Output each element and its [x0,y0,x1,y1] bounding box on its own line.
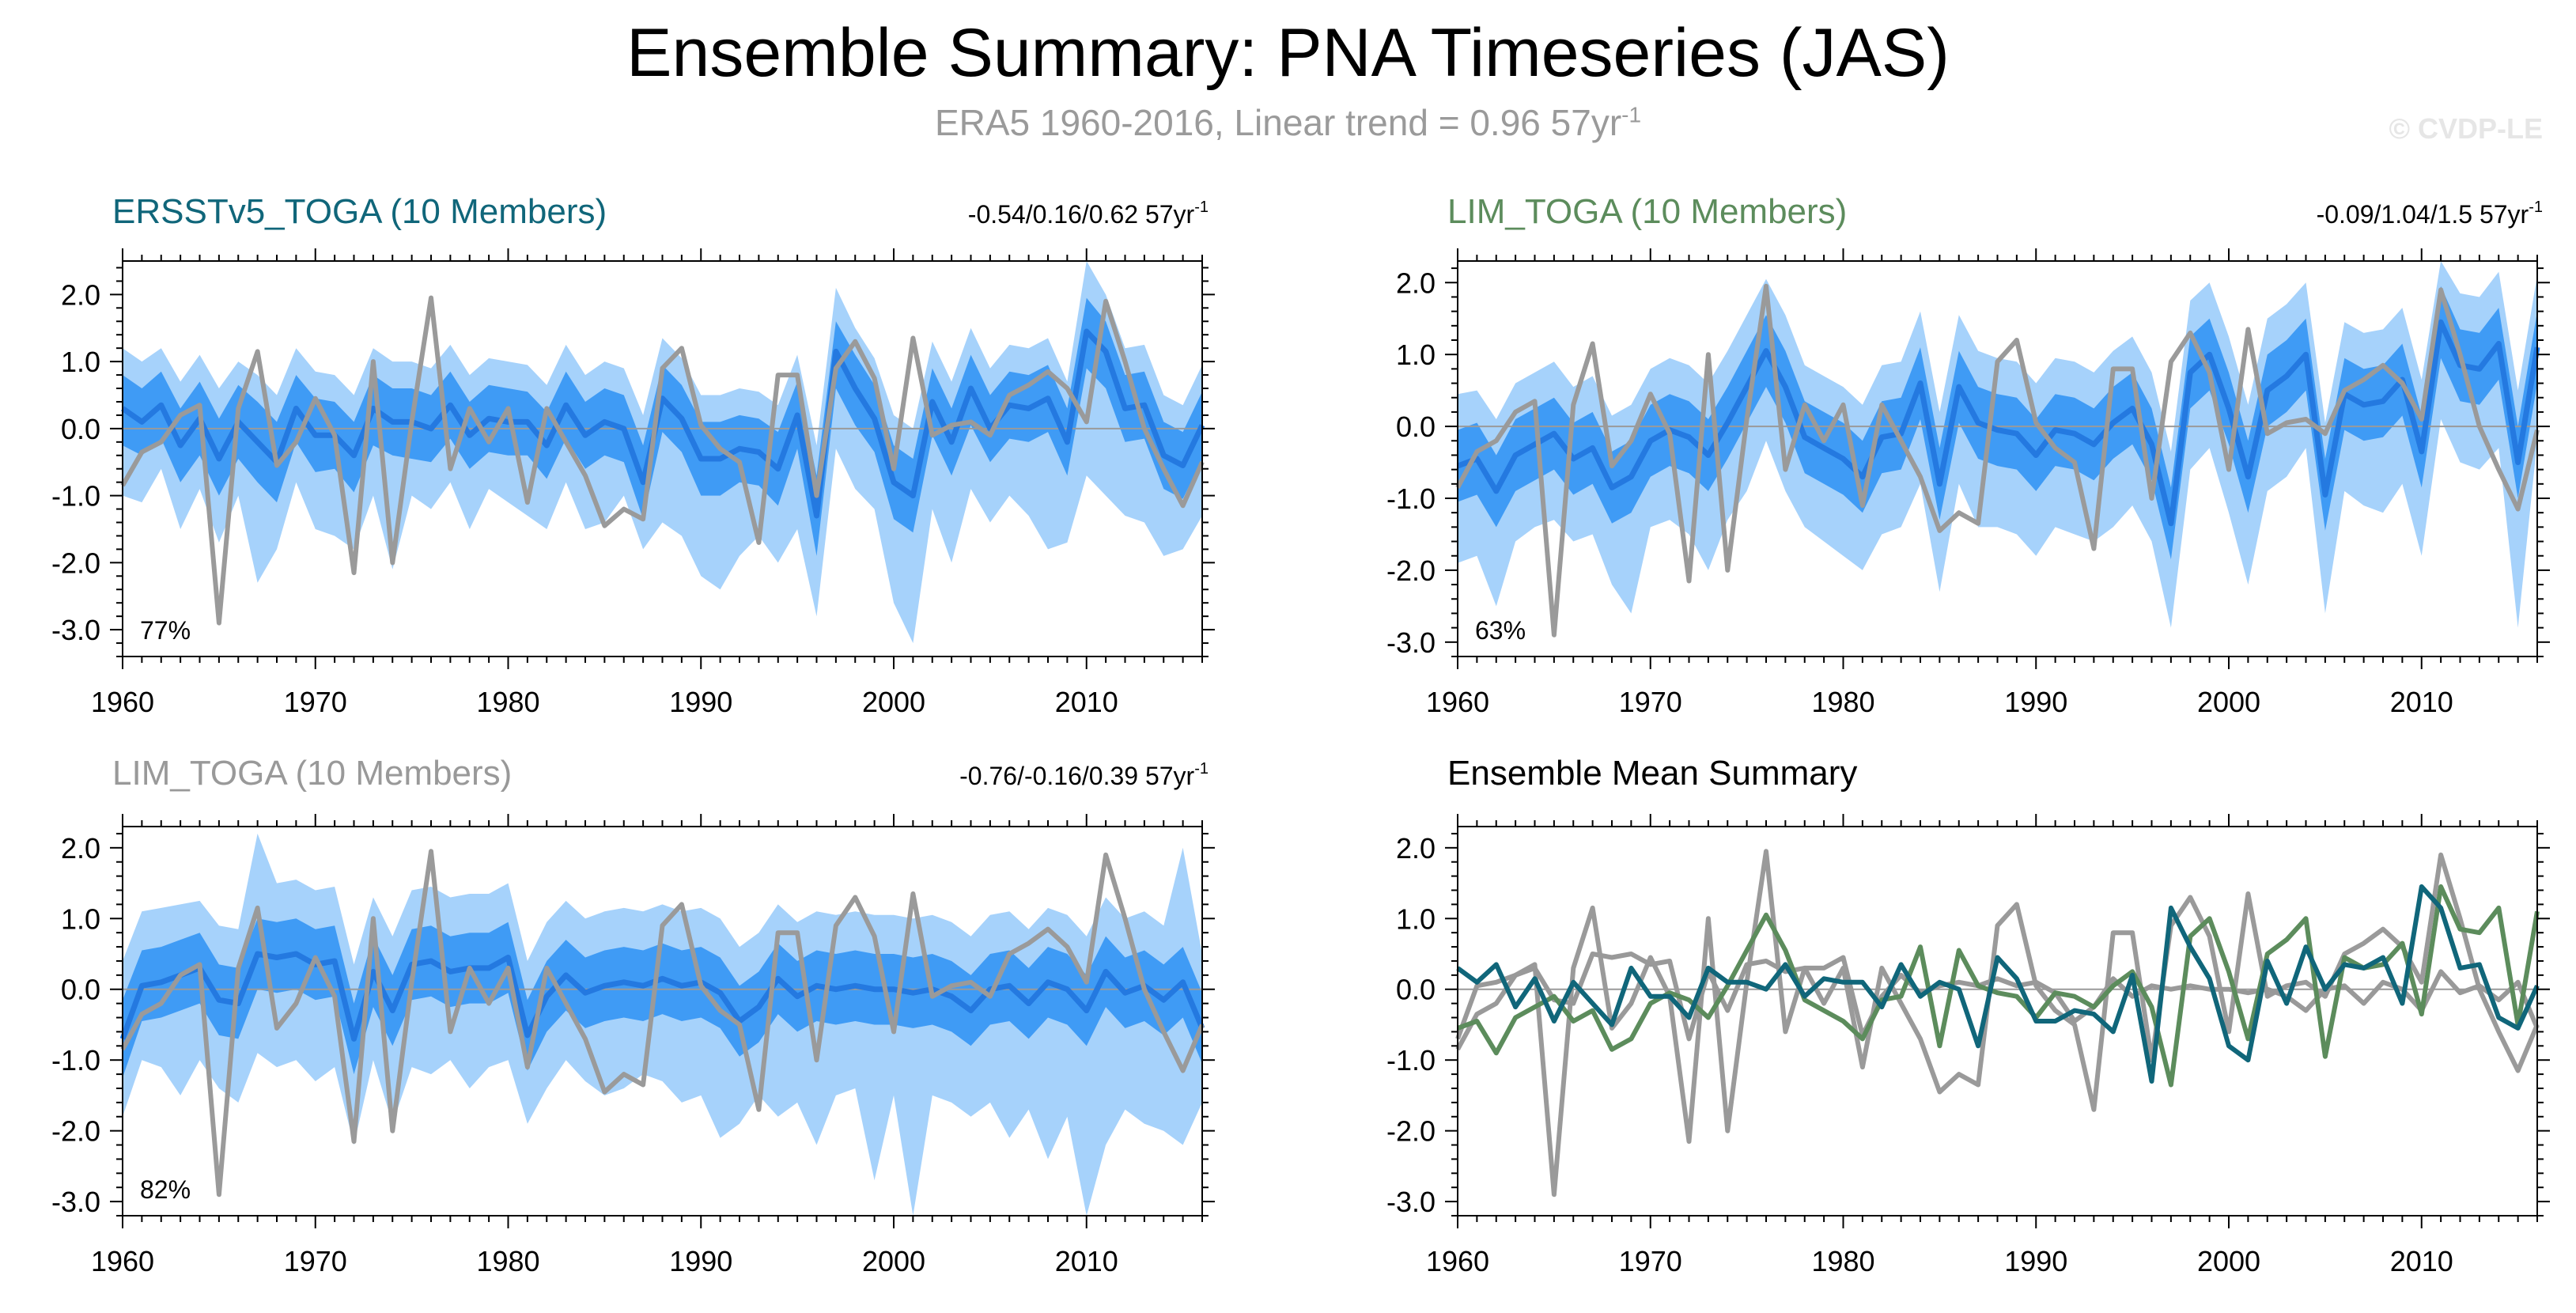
trend-exponent: -1 [2529,199,2543,216]
x-tick-label: 1980 [476,686,539,718]
y-tick-label: 2.0 [61,832,100,865]
x-tick-label: 2010 [1055,1245,1118,1277]
y-tick-label: 1.0 [61,902,100,935]
y-tick-label: -3.0 [1386,626,1436,659]
trend-exponent: -1 [1194,199,1209,216]
figure-subtitle: ERA5 1960-2016, Linear trend = 0.96 57yr… [0,101,2576,144]
x-tick-label: 1970 [284,1245,347,1277]
x-tick-label: 2000 [2197,1245,2260,1277]
y-tick-label: -1.0 [51,480,100,513]
x-tick-label: 1990 [2004,686,2067,718]
y-tick-label: 0.0 [61,413,100,445]
trend-label: -0.54/0.16/0.62 57yr-1 [968,199,1209,229]
subtitle-exponent: -1 [1621,102,1642,127]
trend-value: -0.76/-0.16/0.39 57yr [959,762,1194,790]
x-tick-label: 2010 [2390,1245,2453,1277]
y-tick-label: 2.0 [61,278,100,311]
x-tick-label: 2010 [1055,686,1118,718]
cvdp-watermark: © CVDP-LE [2389,112,2543,145]
series-line-era5 [120,295,1205,626]
series-line-era5 [1455,849,2540,1198]
x-tick-label: 1960 [1426,686,1489,718]
trend-label: -0.76/-0.16/0.39 57yr-1 [959,760,1209,790]
ensemble-mean-line [1456,319,2540,527]
x-tick-label: 1980 [1811,1245,1874,1277]
x-tick-label: 1970 [1619,686,1682,718]
y-tick-label: 1.0 [1396,902,1436,935]
trend-exponent: -1 [1194,760,1209,778]
series-line-era5 [120,849,1205,1198]
x-tick-label: 1980 [1811,686,1874,718]
series-line-era5 [1455,283,2540,638]
subtitle-text: ERA5 1960-2016, Linear trend = 0.96 57yr [934,102,1622,143]
x-tick-label: 2000 [862,1245,925,1277]
y-tick-label: -3.0 [51,614,100,646]
x-tick-label: 1970 [284,686,347,718]
y-tick-label: 1.0 [1396,339,1436,371]
y-tick-label: 2.0 [1396,832,1436,865]
spread-band-inner [1458,286,2537,560]
y-tick-label: -3.0 [1386,1186,1436,1218]
trend-value: -0.54/0.16/0.62 57yr [968,200,1195,229]
y-tick-label: 0.0 [61,974,100,1006]
y-tick-label: 0.0 [1396,411,1436,443]
figure-title: Ensemble Summary: PNA Timeseries (JAS) [626,15,1950,91]
y-tick-label: -1.0 [1386,482,1436,515]
x-tick-label: 1960 [91,1245,154,1277]
panel-title: ERSSTv5_TOGA (10 Members) [112,192,607,231]
panel-title: Ensemble Mean Summary [1447,754,1857,793]
spread-band-inner [123,297,1202,556]
y-tick-label: -2.0 [51,547,100,579]
x-tick-label: 1990 [669,1245,732,1277]
chart-panel-2: 1960 1970 1980 1990 2000 2010 -3.0 -2.0 -1.0 0.0 1… [1386,192,2550,718]
y-tick-label: -1.0 [51,1044,100,1077]
y-tick-label: 1.0 [61,346,100,378]
x-tick-label: 1990 [2004,1245,2067,1277]
y-tick-label: -3.0 [51,1186,100,1218]
trend-value: -0.09/1.04/1.5 57yr [2317,200,2529,229]
panel-title: LIM_TOGA (10 Members) [112,754,512,793]
y-tick-label: 0.0 [1396,974,1436,1006]
chart-panel-4: 1960 1970 1980 1990 2000 2010 -3.0 -2.0 -1.0 0.0 1… [1386,754,2550,1277]
x-tick-label: 1980 [476,1245,539,1277]
ensemble-mean-line [120,328,1205,519]
series-line-lim-toga-gray [1455,952,2540,1042]
x-tick-label: 2000 [2197,686,2260,718]
percent-label: 82% [140,1175,191,1204]
trend-label: -0.09/1.04/1.5 57yr-1 [2317,199,2543,229]
x-tick-label: 1970 [1619,1245,1682,1277]
chart-panel-3: 1960 1970 1980 1990 2000 2010 -3.0 -2.0 -1.0 0.0 1… [51,754,1215,1277]
x-tick-label: 1960 [91,686,154,718]
y-tick-label: -2.0 [1386,1115,1436,1148]
percent-label: 77% [140,616,191,645]
panel-title: LIM_TOGA (10 Members) [1447,192,1847,231]
series-line-lim-toga [1456,884,2540,1088]
y-tick-label: -2.0 [1386,554,1436,587]
x-tick-label: 1960 [1426,1245,1489,1277]
y-tick-label: 2.0 [1396,267,1436,299]
chart-panel-1: 1960 1970 1980 1990 2000 2010 -3.0 -2.0 -1.0 0.0 1… [51,192,1215,718]
y-tick-label: -2.0 [51,1115,100,1148]
y-tick-label: -1.0 [1386,1044,1436,1077]
x-tick-label: 2000 [862,686,925,718]
percent-label: 63% [1475,616,1526,645]
series-line-ersstv5-toga [1456,884,2540,1084]
x-tick-label: 2010 [2390,686,2453,718]
ensemble-mean-line [119,951,1205,1042]
x-tick-label: 1990 [669,686,732,718]
spread-band-inner [123,918,1202,1078]
